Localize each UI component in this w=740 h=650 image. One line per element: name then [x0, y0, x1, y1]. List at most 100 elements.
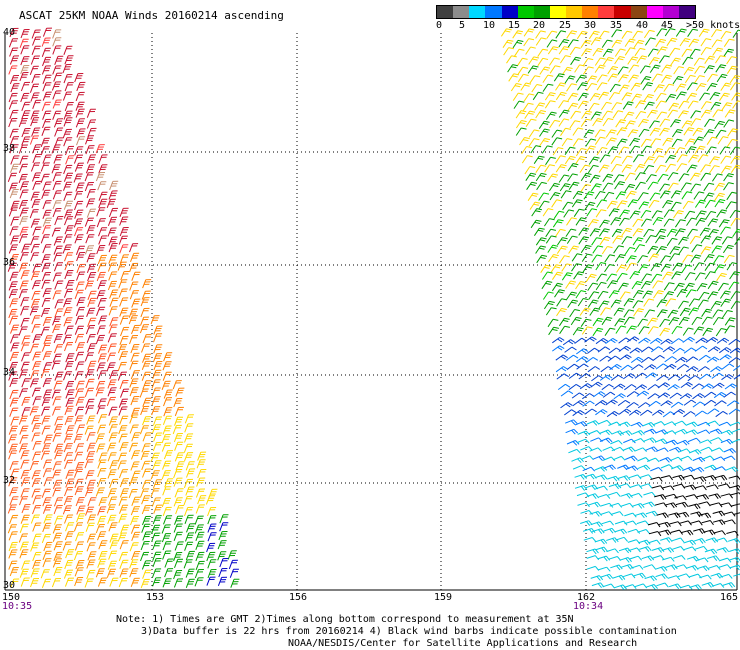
- wind-barb: [129, 542, 139, 552]
- scale-swatch: [533, 6, 550, 18]
- wind-barb: [716, 337, 730, 344]
- wind-barb: [623, 373, 636, 380]
- wind-barb: [106, 362, 116, 372]
- wind-barb: [142, 515, 152, 526]
- wind-barb: [74, 73, 84, 83]
- wind-barb: [592, 528, 605, 535]
- wind-barb: [703, 129, 715, 138]
- wind-barb: [701, 455, 715, 461]
- scale-label: 40: [636, 20, 649, 31]
- wind-barb: [130, 461, 140, 471]
- wind-barb: [594, 466, 608, 472]
- wind-barb: [576, 348, 589, 355]
- wind-barb: [10, 155, 20, 165]
- wind-barb: [663, 421, 677, 426]
- wind-barb: [524, 110, 536, 119]
- wind-barb: [32, 334, 42, 344]
- wind-barb: [710, 437, 723, 442]
- wind-barb: [610, 440, 623, 445]
- wind-barb: [161, 524, 171, 534]
- wind-barb: [714, 400, 727, 407]
- wind-barb: [574, 64, 585, 73]
- wind-barb: [658, 55, 670, 64]
- wind-barb: [634, 583, 648, 589]
- wind-barb: [85, 369, 95, 379]
- wind-barb: [151, 497, 161, 507]
- wind-barb: [52, 316, 62, 326]
- wind-barb: [20, 56, 30, 66]
- wind-barb: [582, 264, 594, 273]
- wind-barb: [558, 46, 570, 55]
- wind-barb: [613, 245, 625, 254]
- wind-barb: [31, 29, 41, 39]
- wind-barb: [602, 456, 616, 462]
- wind-barb: [21, 128, 31, 138]
- wind-barb: [98, 551, 108, 561]
- wind-barb: [106, 504, 116, 514]
- wind-barb: [52, 487, 62, 497]
- lat-lon-grid: [4, 33, 738, 591]
- wind-barb: [120, 326, 130, 337]
- wind-barb: [207, 523, 217, 533]
- wind-barb: [118, 235, 128, 245]
- wind-barb: [64, 577, 75, 587]
- wind-barb: [557, 383, 571, 391]
- wind-barb: [569, 309, 581, 318]
- wind-barb: [729, 548, 740, 555]
- wind-barb: [96, 245, 106, 255]
- wind-barb: [84, 182, 94, 192]
- wind-barb: [75, 306, 85, 317]
- wind-barb: [162, 541, 172, 551]
- wind-barb: [128, 315, 138, 325]
- wind-barb: [8, 541, 18, 552]
- wind-barb: [108, 496, 118, 506]
- wind-barb: [85, 378, 95, 389]
- wind-barb: [570, 56, 582, 66]
- wind-barb: [109, 180, 119, 191]
- wind-barb: [693, 476, 707, 483]
- wind-barb: [674, 228, 686, 237]
- wind-barb: [97, 280, 107, 290]
- wind-barb: [585, 356, 599, 364]
- wind-barb: [602, 182, 614, 191]
- wind-barb: [9, 389, 19, 400]
- wind-barb: [613, 174, 625, 183]
- wind-barb: [726, 65, 738, 74]
- wind-barb: [86, 154, 97, 164]
- wind-barb: [151, 387, 161, 397]
- wind-barb: [18, 326, 28, 336]
- wind-barb: [638, 264, 649, 273]
- wind-barb: [589, 447, 603, 452]
- wind-barb: [607, 491, 621, 497]
- wind-barb: [40, 326, 50, 336]
- wind-barb: [9, 567, 19, 577]
- scale-swatch: [662, 6, 679, 18]
- wind-barb: [74, 567, 84, 577]
- wind-barb: [41, 262, 51, 273]
- wind-barb: [701, 316, 713, 325]
- wind-barb: [9, 136, 20, 146]
- wind-barb: [52, 479, 63, 490]
- wind-barb: [638, 326, 650, 335]
- wind-barb: [129, 387, 139, 397]
- wind-barb: [591, 254, 603, 263]
- wind-barb: [586, 493, 599, 500]
- wind-barb: [97, 506, 107, 516]
- wind-barb: [86, 189, 96, 199]
- wind-barb: [632, 290, 644, 299]
- wind-barb: [671, 271, 683, 280]
- wind-barb: [567, 102, 579, 112]
- wind-barb: [152, 442, 162, 452]
- wind-barb: [581, 326, 593, 335]
- wind-barb: [32, 36, 42, 46]
- wind-barb: [691, 244, 703, 253]
- wind-barb: [142, 468, 152, 478]
- wind-barb: [217, 540, 227, 550]
- wind-barb: [609, 502, 623, 508]
- wind-barb: [611, 430, 624, 436]
- wind-barb: [558, 39, 570, 48]
- wind-barb: [53, 334, 63, 344]
- wind-barb: [583, 191, 595, 200]
- wind-barb: [604, 254, 616, 263]
- wind-barb: [515, 120, 527, 129]
